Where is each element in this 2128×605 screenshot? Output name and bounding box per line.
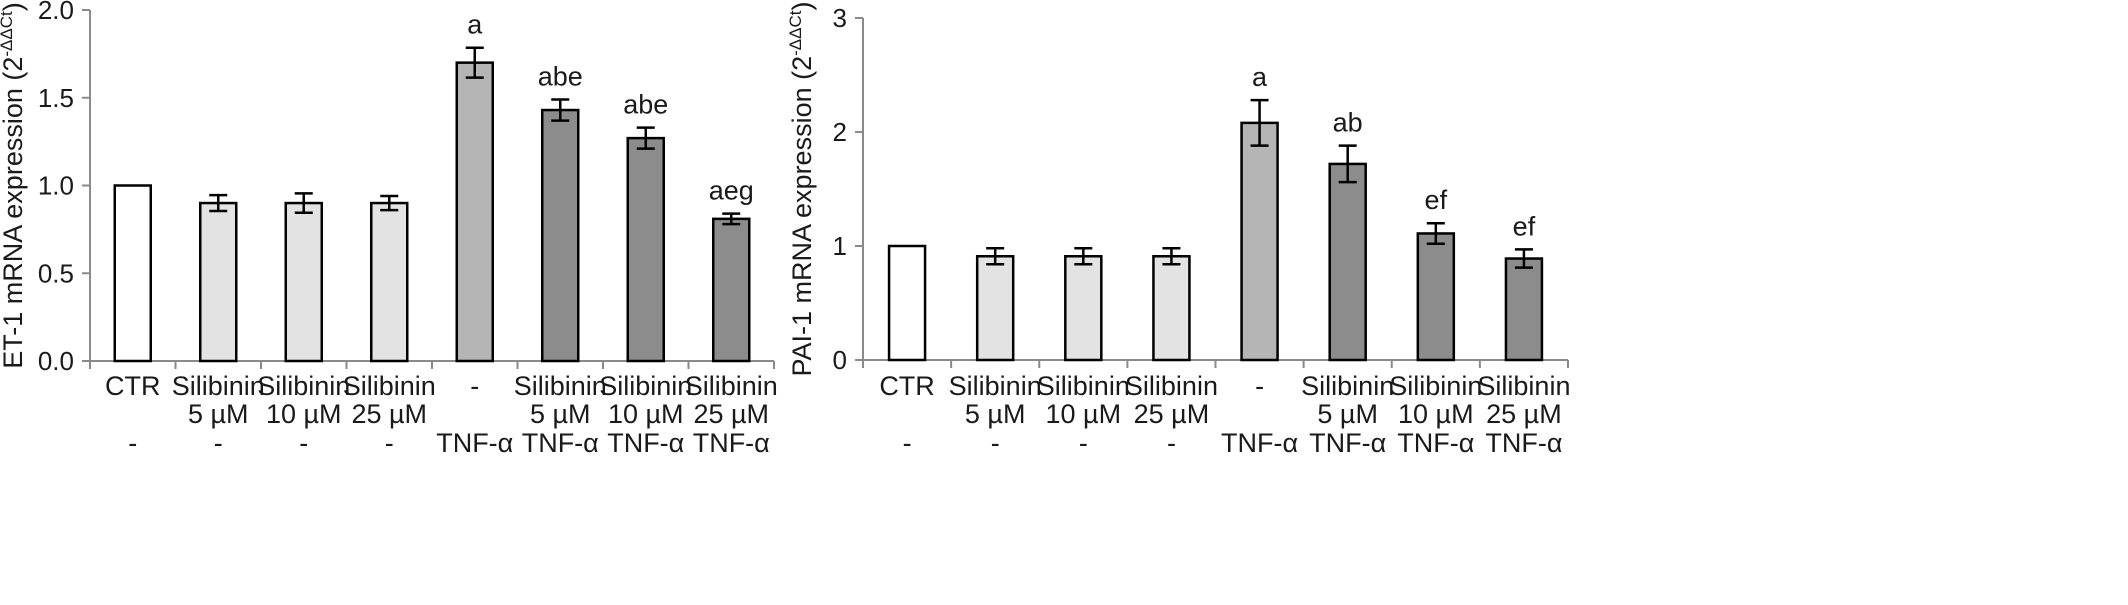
category-label-line2: 5 µM [530,399,591,429]
bar [370,201,409,363]
y-tick-label: 0.0 [38,346,74,376]
significance-label: ef [1513,211,1536,241]
bar [626,136,665,363]
category-label-line2: 10 µM [1046,399,1122,429]
significance-label: abe [538,62,583,92]
significance-label: a [1252,62,1268,92]
y-tick-label: 0 [833,345,847,375]
y-tick-label: 0.5 [38,258,74,288]
category-label-line3: - [903,428,912,458]
bar [1152,255,1191,362]
category-label-line2: 25 µM [693,399,769,429]
category-label-line1: Silibinin [685,371,778,401]
category-label-line1: Silibinin [172,371,265,401]
y-tick-label: 3 [833,3,847,33]
category-label-line1: Silibinin [1477,371,1570,401]
significance-label: ab [1333,108,1363,138]
significance-label: ef [1425,185,1448,215]
bar [712,217,751,363]
bar [1504,257,1544,362]
category-label-line1: Silibinin [343,371,436,401]
category-label-line3: - [1167,428,1176,458]
category-label-line1: - [470,371,479,401]
category-label-line3: - [214,428,223,458]
category-label-line1: Silibinin [599,371,692,401]
category-label-line1: Silibinin [1125,371,1218,401]
y-axis-title: ET-1 mRNA expression (2-ΔΔCt) [0,2,28,368]
significance-label: abe [623,90,668,120]
bar [113,184,152,363]
category-label-line1: Silibinin [514,371,607,401]
category-label-line1: Silibinin [1301,371,1394,401]
category-label-line3: - [299,428,308,458]
y-axis-title: PAI-1 mRNA expression (2-ΔΔCt) [786,2,817,377]
category-label-line2: 25 µM [351,399,427,429]
category-label-line3: TNF-α [436,428,513,458]
category-label-line2: 5 µM [188,399,249,429]
category-label-line3: - [385,428,394,458]
category-label-line1: Silibinin [257,371,350,401]
category-label-line2: 25 µM [1134,399,1210,429]
category-label-line3: TNF-α [693,428,770,458]
category-label-line2: 5 µM [1317,399,1378,429]
y-tick-label: 2.0 [38,0,74,25]
category-label-line1: Silibinin [1037,371,1130,401]
category-label-line1: CTR [105,371,161,401]
category-label-line2: 10 µM [1398,399,1474,429]
category-label-line1: CTR [879,371,935,401]
pai1-chart-panel: 0 1 2 3 PAI-1 mRNA expression (2-ΔΔCt) CTR - Si… [786,2,1570,459]
category-label-line3: TNF-α [1397,428,1474,458]
category-label-line3: - [991,428,1000,458]
category-label-line3: TNF-α [522,428,599,458]
bar [199,201,238,363]
category-label-line1: Silibinin [1389,371,1482,401]
significance-label: a [467,10,483,40]
category-label-line1: Silibinin [949,371,1042,401]
category-label-line3: TNF-α [607,428,684,458]
category-label-line3: TNF-α [1221,428,1298,458]
bar [1328,162,1367,362]
category-label-line1: - [1255,371,1264,401]
category-label-line3: TNF-α [1309,428,1386,458]
y-tick-label: 2 [833,117,847,147]
significance-label: aeg [709,176,754,206]
bar [1416,232,1456,362]
bar [541,108,580,363]
et1-chart-panel: 0.0 0.5 1.0 1.5 2.0 ET-1 mRNA expression (2-Δ… [0,0,778,458]
category-label-line2: 10 µM [608,399,684,429]
bar [975,255,1015,362]
y-tick-label: 1.5 [38,83,74,113]
bar [1064,255,1103,362]
bar [887,244,927,362]
bar [1240,121,1279,362]
category-label-line2: 5 µM [965,399,1026,429]
category-label-line3: - [128,428,137,458]
y-tick-label: 1.0 [38,171,74,201]
category-label-line2: 25 µM [1486,399,1562,429]
y-tick-label: 1 [833,231,847,261]
category-label-line3: TNF-α [1485,428,1562,458]
bar [284,201,323,363]
category-label-line3: - [1079,428,1088,458]
category-label-line2: 10 µM [266,399,342,429]
bar [455,61,494,363]
